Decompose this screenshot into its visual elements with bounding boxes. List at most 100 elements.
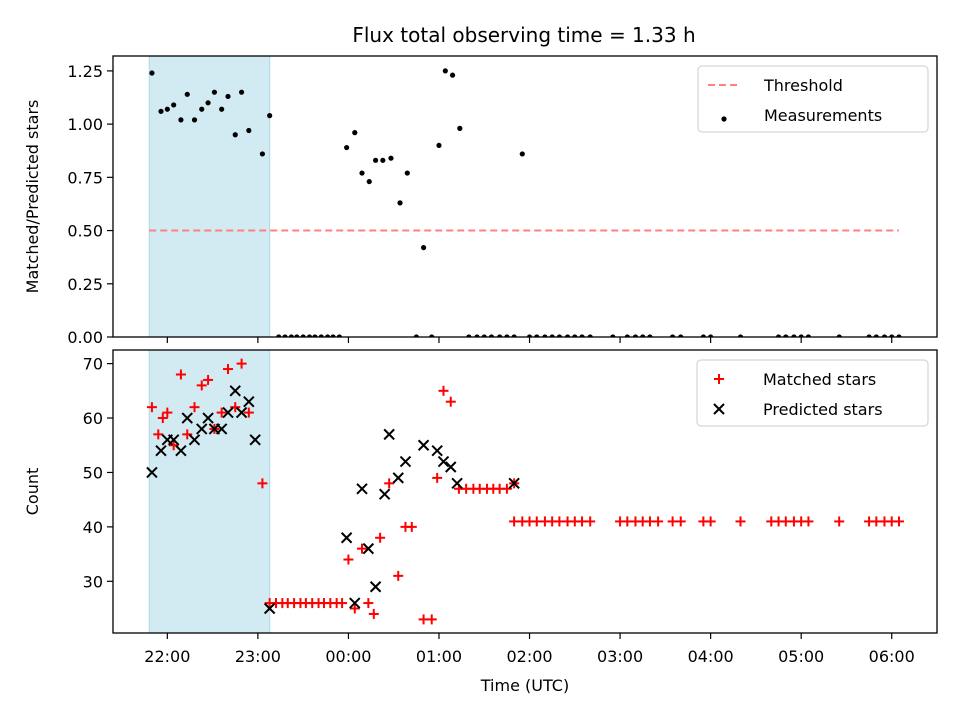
- measurement-point: [457, 125, 463, 131]
- matched-point: [222, 364, 233, 375]
- y-tick-label: 0.25: [67, 275, 103, 294]
- measurement-point: [158, 108, 164, 114]
- bottom-panel: 30 40 50 60 70 22:00 23:00 00:00 01:00 02:00 03:00…: [23, 349, 938, 695]
- y-tick-label: 30: [83, 572, 103, 591]
- measurement-point: [267, 113, 273, 119]
- legend-marker: [721, 116, 727, 122]
- y-tick-label: 0.50: [67, 222, 103, 241]
- predicted-point: [222, 406, 234, 419]
- matched-point: [343, 554, 354, 565]
- x-tick-label: 00:00: [325, 647, 371, 666]
- measurement-point: [442, 68, 448, 74]
- measurement-point: [519, 151, 525, 157]
- predicted-point: [155, 444, 167, 457]
- matched-point: [168, 440, 179, 451]
- predicted-point: [188, 434, 201, 446]
- matched-point: [735, 516, 746, 527]
- predicted-point: [508, 477, 520, 490]
- x-tick-label: 04:00: [688, 647, 734, 666]
- y-tick-label: 40: [83, 518, 103, 537]
- measurement-point: [184, 91, 190, 97]
- matched-point: [675, 516, 686, 527]
- y-tick-label: 1.25: [67, 62, 103, 81]
- plot-area: [146, 350, 904, 633]
- predicted-point: [362, 542, 375, 555]
- measurement-point: [436, 142, 442, 149]
- y-axis-label: Count: [23, 468, 42, 516]
- top-panel: 0.00 0.25 0.50 0.75 1.00 1.25 Matched/Predicte…: [23, 55, 938, 347]
- matched-point: [368, 608, 379, 619]
- predicted-point: [181, 412, 193, 424]
- legend-label: Matched stars: [763, 370, 876, 389]
- legend-label: Measurements: [764, 106, 882, 125]
- y-tick-label: 1.00: [67, 115, 103, 134]
- legend-box: [696, 359, 929, 427]
- predicted-point: [249, 434, 261, 446]
- series-matched-stars: [146, 358, 904, 625]
- matched-point: [357, 543, 368, 554]
- matched-point: [445, 396, 456, 407]
- legend-box: [697, 65, 929, 133]
- matched-point: [203, 374, 214, 385]
- matched-point: [438, 385, 449, 396]
- legend-item: Threshold: [708, 76, 843, 95]
- measurement-point: [225, 93, 231, 100]
- measurement-point: [232, 132, 238, 138]
- measurement-point: [344, 144, 350, 151]
- matched-point: [585, 516, 596, 527]
- highlight-band: [148, 350, 271, 633]
- x-axis-label: Time (UTC): [480, 676, 569, 695]
- matched-point: [189, 402, 200, 413]
- matched-point: [196, 380, 207, 391]
- matched-point: [363, 598, 374, 609]
- matched-point: [501, 483, 512, 494]
- matched-point: [834, 516, 845, 527]
- x-tick-label: 02:00: [506, 647, 552, 666]
- matched-point: [157, 413, 168, 424]
- predicted-point: [451, 477, 463, 490]
- legend-label: Threshold: [763, 76, 843, 95]
- axes-frame: [112, 55, 938, 338]
- plot-area: [148, 56, 902, 337]
- legend-item: Matched stars: [714, 370, 876, 389]
- measurement-point: [372, 157, 379, 163]
- legend-item: Predicted stars: [713, 400, 883, 419]
- matched-point: [384, 478, 395, 489]
- matched-point: [653, 516, 664, 527]
- predicted-point: [383, 428, 395, 441]
- predicted-point: [235, 406, 248, 419]
- matched-point: [337, 598, 348, 609]
- matched-point: [406, 521, 417, 532]
- x-tick-label: 23:00: [235, 647, 281, 666]
- x-tick-label: 01:00: [416, 647, 462, 666]
- legend-item: Measurements: [721, 106, 882, 125]
- matched-point: [182, 429, 193, 440]
- measurement-point: [397, 200, 403, 206]
- predicted-point: [399, 455, 412, 468]
- highlight-band: [148, 56, 271, 337]
- y-tick-label: 50: [83, 463, 103, 482]
- matched-point: [426, 614, 437, 625]
- predicted-point: [417, 439, 430, 451]
- matched-point: [175, 369, 186, 380]
- matched-point: [162, 407, 173, 418]
- predicted-point: [349, 597, 361, 609]
- x-tick-label: 22:00: [144, 647, 190, 666]
- x-tick-label: 06:00: [869, 647, 915, 666]
- matched-point: [349, 603, 360, 614]
- measurement-point: [191, 117, 198, 123]
- matched-point: [236, 358, 247, 369]
- measurement-point: [219, 106, 225, 112]
- matched-point: [803, 516, 814, 527]
- matched-point: [216, 407, 227, 418]
- measurement-point: [246, 127, 252, 134]
- predicted-point: [263, 602, 276, 615]
- measurement-point: [380, 157, 386, 163]
- y-tick-label: 70: [83, 355, 103, 374]
- matched-point: [432, 472, 443, 483]
- measurement-point: [171, 102, 177, 108]
- measurement-point: [352, 130, 358, 136]
- matched-point: [705, 516, 716, 527]
- predicted-point: [175, 444, 187, 457]
